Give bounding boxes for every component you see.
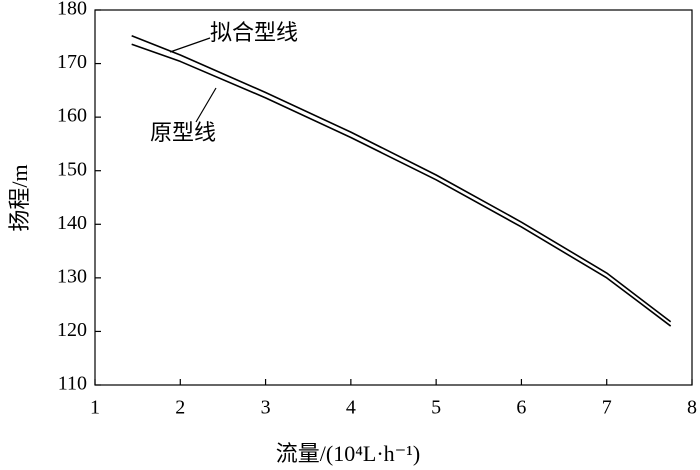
series-annotation: 原型线 bbox=[150, 120, 216, 145]
annotation-leader bbox=[169, 37, 211, 53]
y-tick-label: 180 bbox=[57, 0, 87, 20]
y-tick-label: 170 bbox=[57, 51, 87, 73]
y-tick-label: 120 bbox=[57, 319, 87, 341]
y-axis-label: 扬程/m bbox=[7, 164, 32, 231]
x-tick-label: 7 bbox=[602, 397, 612, 419]
y-tick-label: 140 bbox=[57, 212, 87, 234]
x-tick-label: 1 bbox=[90, 397, 100, 419]
y-tick-label: 150 bbox=[57, 158, 87, 180]
annotation-leader bbox=[195, 87, 217, 123]
x-tick-label: 6 bbox=[516, 397, 526, 419]
x-tick-label: 5 bbox=[431, 397, 441, 419]
series-annotation: 拟合型线 bbox=[210, 20, 298, 45]
series-line bbox=[131, 34, 672, 323]
plot-frame bbox=[94, 9, 693, 386]
x-tick-label: 4 bbox=[346, 397, 356, 419]
x-tick-label: 8 bbox=[687, 397, 697, 419]
y-tick-label: 110 bbox=[58, 373, 87, 395]
y-tick-label: 130 bbox=[57, 265, 87, 287]
x-tick-label: 3 bbox=[261, 397, 271, 419]
y-tick-label: 160 bbox=[57, 105, 87, 127]
x-tick-label: 2 bbox=[175, 397, 185, 419]
series-line bbox=[131, 43, 672, 327]
x-axis-label: 流量/(10⁴L·h⁻¹) bbox=[276, 441, 420, 466]
